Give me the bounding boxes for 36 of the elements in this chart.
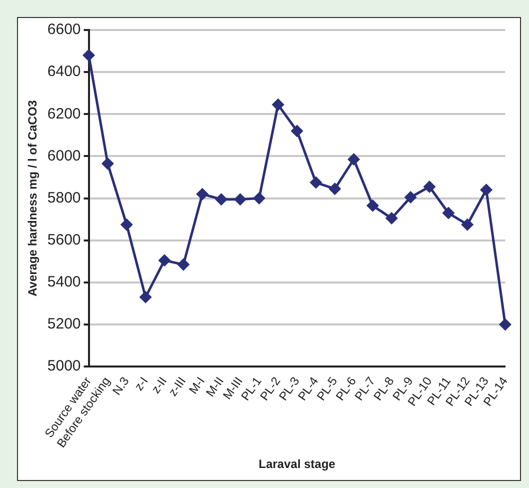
- point: [158, 254, 170, 266]
- point: [120, 218, 132, 230]
- point: [404, 191, 416, 203]
- point: [499, 318, 511, 330]
- point: [83, 49, 95, 61]
- y-tick-label: 5400: [47, 274, 81, 291]
- y-tick-label: 6000: [47, 147, 81, 164]
- point: [102, 158, 114, 170]
- y-tick-label: 5800: [47, 189, 81, 206]
- y-axis-title: Average hardness mg / l of CaCO3: [26, 100, 40, 296]
- point: [329, 183, 341, 195]
- point: [366, 200, 378, 212]
- point: [310, 176, 322, 188]
- point: [216, 194, 228, 206]
- point: [272, 98, 284, 110]
- x-tick-label: N.3: [110, 374, 132, 398]
- y-tick-label: 5600: [47, 232, 81, 249]
- point: [140, 291, 152, 303]
- point: [291, 125, 303, 137]
- y-tick-label: 5000: [47, 358, 81, 375]
- point: [348, 154, 360, 166]
- point: [424, 180, 436, 192]
- point: [178, 258, 190, 270]
- point: [234, 194, 246, 206]
- point: [462, 218, 474, 230]
- point: [386, 212, 398, 224]
- y-tick-label: 6200: [47, 105, 81, 122]
- point: [196, 188, 208, 200]
- point: [442, 207, 454, 219]
- y-tick-label: 6600: [47, 21, 81, 38]
- x-axis-title: Laraval stage: [258, 457, 336, 472]
- point: [253, 192, 265, 204]
- y-tick-label: 6400: [47, 63, 81, 80]
- x-tick-label: z-I: [132, 374, 151, 394]
- point: [480, 184, 492, 196]
- y-tick-label: 5200: [47, 316, 81, 333]
